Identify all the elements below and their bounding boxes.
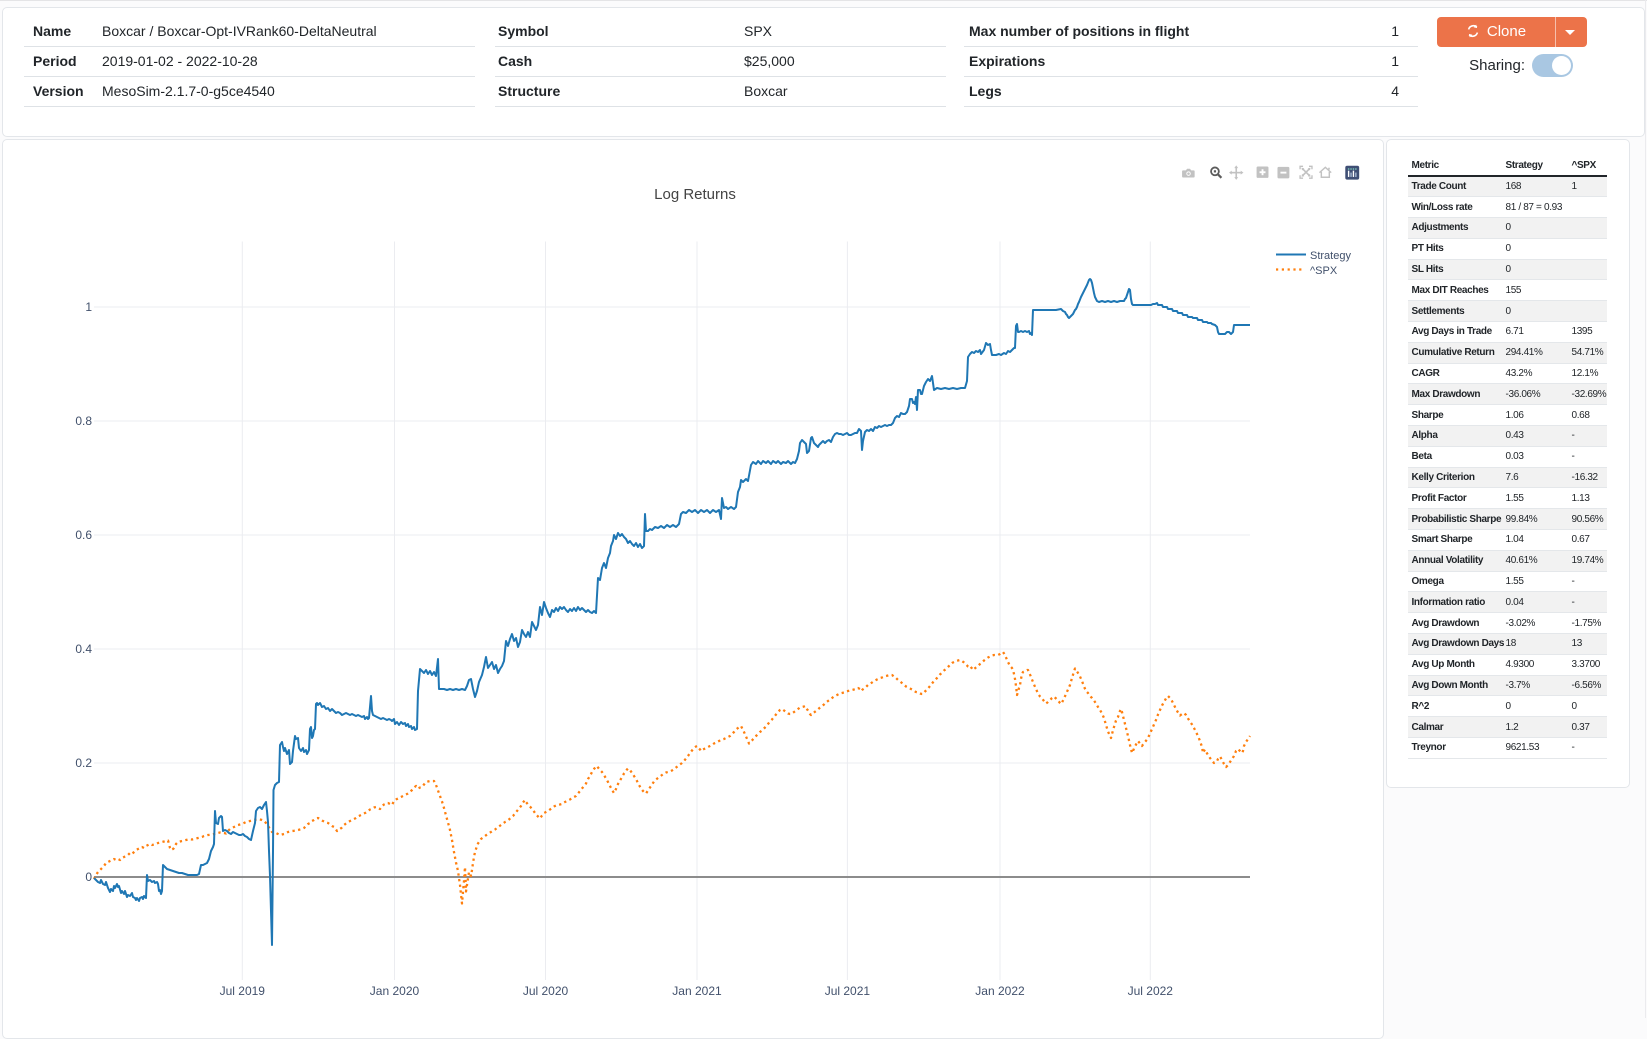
svg-text:Jul 2021: Jul 2021 [825, 984, 871, 998]
svg-text:Jul 2020: Jul 2020 [523, 984, 569, 998]
svg-text:Log Returns: Log Returns [654, 186, 736, 203]
svg-text:Jan 2020: Jan 2020 [370, 984, 420, 998]
svg-text:0: 0 [85, 870, 92, 884]
svg-text:0.2: 0.2 [75, 756, 92, 770]
svg-text:0.8: 0.8 [75, 414, 92, 428]
svg-text:Jan 2021: Jan 2021 [672, 984, 722, 998]
svg-text:^SPX: ^SPX [1310, 265, 1338, 277]
svg-text:Jan 2022: Jan 2022 [975, 984, 1025, 998]
svg-text:Strategy: Strategy [1310, 250, 1351, 262]
svg-text:1: 1 [85, 300, 92, 314]
svg-text:0.6: 0.6 [75, 528, 92, 542]
svg-text:0.4: 0.4 [75, 642, 92, 656]
svg-text:Jul 2019: Jul 2019 [220, 984, 266, 998]
svg-text:Jul 2022: Jul 2022 [1128, 984, 1174, 998]
